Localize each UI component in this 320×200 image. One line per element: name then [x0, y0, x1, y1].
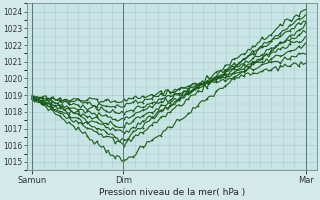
X-axis label: Pression niveau de la mer( hPa ): Pression niveau de la mer( hPa ) [99, 188, 245, 197]
